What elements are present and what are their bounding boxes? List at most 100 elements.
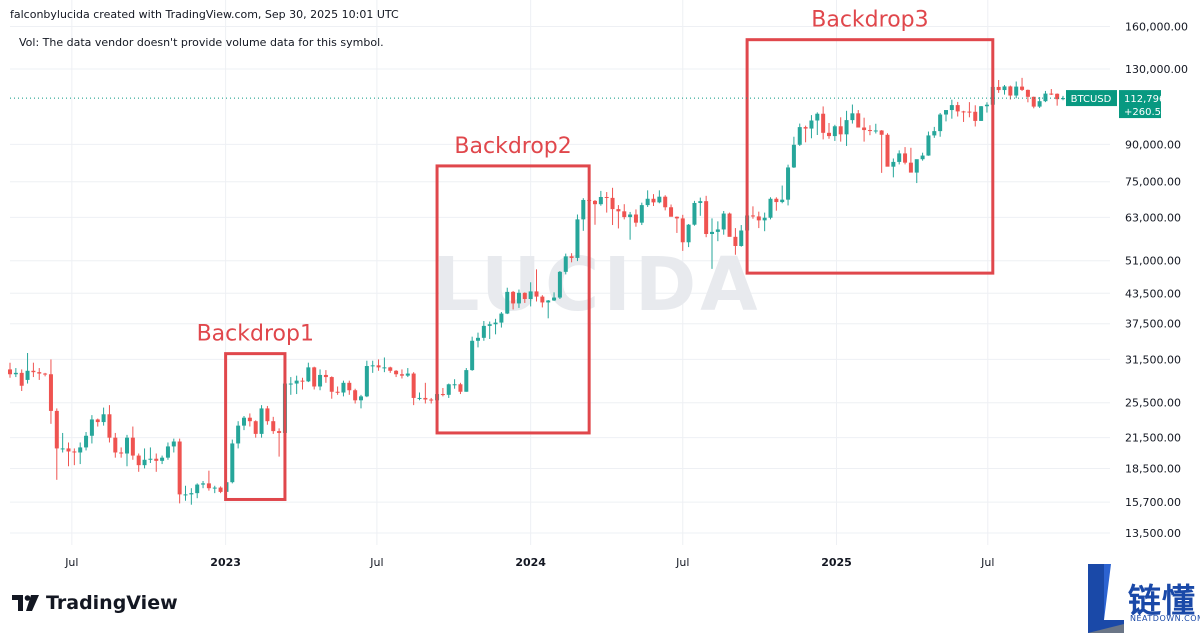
y-tick-label: 25,500.00 xyxy=(1125,397,1181,410)
candle-body xyxy=(856,113,861,128)
candle-down xyxy=(66,442,71,467)
candle-body xyxy=(446,384,451,395)
candle-down xyxy=(838,117,843,142)
candle-body xyxy=(604,196,609,198)
candle-body xyxy=(19,372,24,386)
candle-up xyxy=(493,318,498,335)
candle-down xyxy=(1049,89,1054,96)
candle-body xyxy=(540,296,545,303)
candle-up xyxy=(979,106,984,121)
candle-up xyxy=(294,375,299,395)
candle-body xyxy=(715,229,720,232)
candle-body xyxy=(259,408,264,434)
candle-body xyxy=(581,199,586,220)
candle-body xyxy=(1014,86,1019,96)
candle-body xyxy=(370,365,375,367)
candle-body xyxy=(791,144,796,168)
candle-body xyxy=(1049,93,1054,95)
candle-body xyxy=(125,437,129,454)
candle-body xyxy=(511,291,516,304)
candle-body xyxy=(201,483,206,485)
candle-body xyxy=(908,162,913,173)
candle-down xyxy=(704,195,709,238)
candle-body xyxy=(359,396,363,401)
candle-body xyxy=(136,455,141,466)
candle-up xyxy=(405,368,410,378)
candle-up xyxy=(13,368,18,378)
candle-up xyxy=(230,439,235,484)
candle-up xyxy=(89,415,94,444)
candle-down xyxy=(511,290,516,310)
candle-body xyxy=(633,214,638,223)
candle-up xyxy=(242,415,246,431)
tradingview-wordmark: TradingView xyxy=(46,592,178,614)
candle-down xyxy=(277,428,282,457)
candle-down xyxy=(429,397,434,404)
candle-body xyxy=(710,231,714,234)
candle-body xyxy=(575,219,580,258)
candle-body xyxy=(774,198,779,203)
candle-body xyxy=(622,211,627,218)
candle-down xyxy=(1020,77,1025,91)
neatdown-logo-icon xyxy=(1088,564,1124,633)
candle-body xyxy=(686,224,691,243)
candle-body xyxy=(25,370,30,380)
candle-body xyxy=(160,457,165,461)
candle-body xyxy=(470,340,475,371)
x-tick-label: Jul xyxy=(675,556,689,569)
candle-down xyxy=(973,105,978,127)
candle-body xyxy=(165,446,170,458)
candle-body xyxy=(534,291,539,297)
y-tick-label: 37,500.00 xyxy=(1125,318,1181,331)
candle-up xyxy=(897,150,902,165)
candle-up xyxy=(359,394,363,409)
annotation-label: Backdrop2 xyxy=(454,134,571,159)
candle-up xyxy=(639,202,644,226)
candle-down xyxy=(265,405,270,425)
annotation-label: Backdrop3 xyxy=(811,8,928,33)
candle-body xyxy=(487,324,492,326)
annotation-boxes: Backdrop1 Backdrop2 Backdrop3 xyxy=(197,8,995,501)
candle-down xyxy=(136,453,141,472)
candle-body xyxy=(300,380,305,382)
candle-down xyxy=(774,197,779,211)
candle-body xyxy=(914,159,919,173)
candle-down xyxy=(633,209,638,227)
candle-down xyxy=(540,295,545,308)
candle-down xyxy=(821,106,826,140)
candle-body xyxy=(598,196,603,205)
candle-body xyxy=(171,441,176,447)
candle-body xyxy=(13,372,18,375)
candle-down xyxy=(31,362,36,378)
candle-up xyxy=(645,190,650,207)
candle-up xyxy=(873,123,878,134)
candle-body xyxy=(218,487,223,492)
candle-body xyxy=(107,414,112,438)
candle-body xyxy=(522,292,527,300)
candle-down xyxy=(323,370,328,383)
candle-body xyxy=(130,437,135,456)
candle-down xyxy=(177,438,182,504)
candle-up xyxy=(148,447,153,463)
candle-up xyxy=(212,485,217,494)
tradingview-icon xyxy=(12,595,39,611)
candle-down xyxy=(206,470,211,491)
candle-body xyxy=(593,200,597,205)
candle-body xyxy=(37,372,42,374)
candle-up xyxy=(306,362,311,383)
neatdown-logo-en: NEATDOWN.COM xyxy=(1130,614,1200,623)
candle-down xyxy=(399,369,404,379)
candle-up xyxy=(938,112,943,137)
attribution-text: falconbylucida created with TradingView.… xyxy=(10,8,399,21)
candle-body xyxy=(148,458,153,460)
candle-up xyxy=(499,312,504,328)
candle-up xyxy=(844,110,849,146)
candle-body xyxy=(60,448,65,450)
candle-down xyxy=(394,370,399,378)
candle-up xyxy=(762,212,767,232)
candle-body xyxy=(405,373,410,376)
candle-body xyxy=(739,230,744,246)
candle-up xyxy=(370,360,375,373)
candle-up xyxy=(815,112,820,135)
candle-down xyxy=(616,205,621,229)
